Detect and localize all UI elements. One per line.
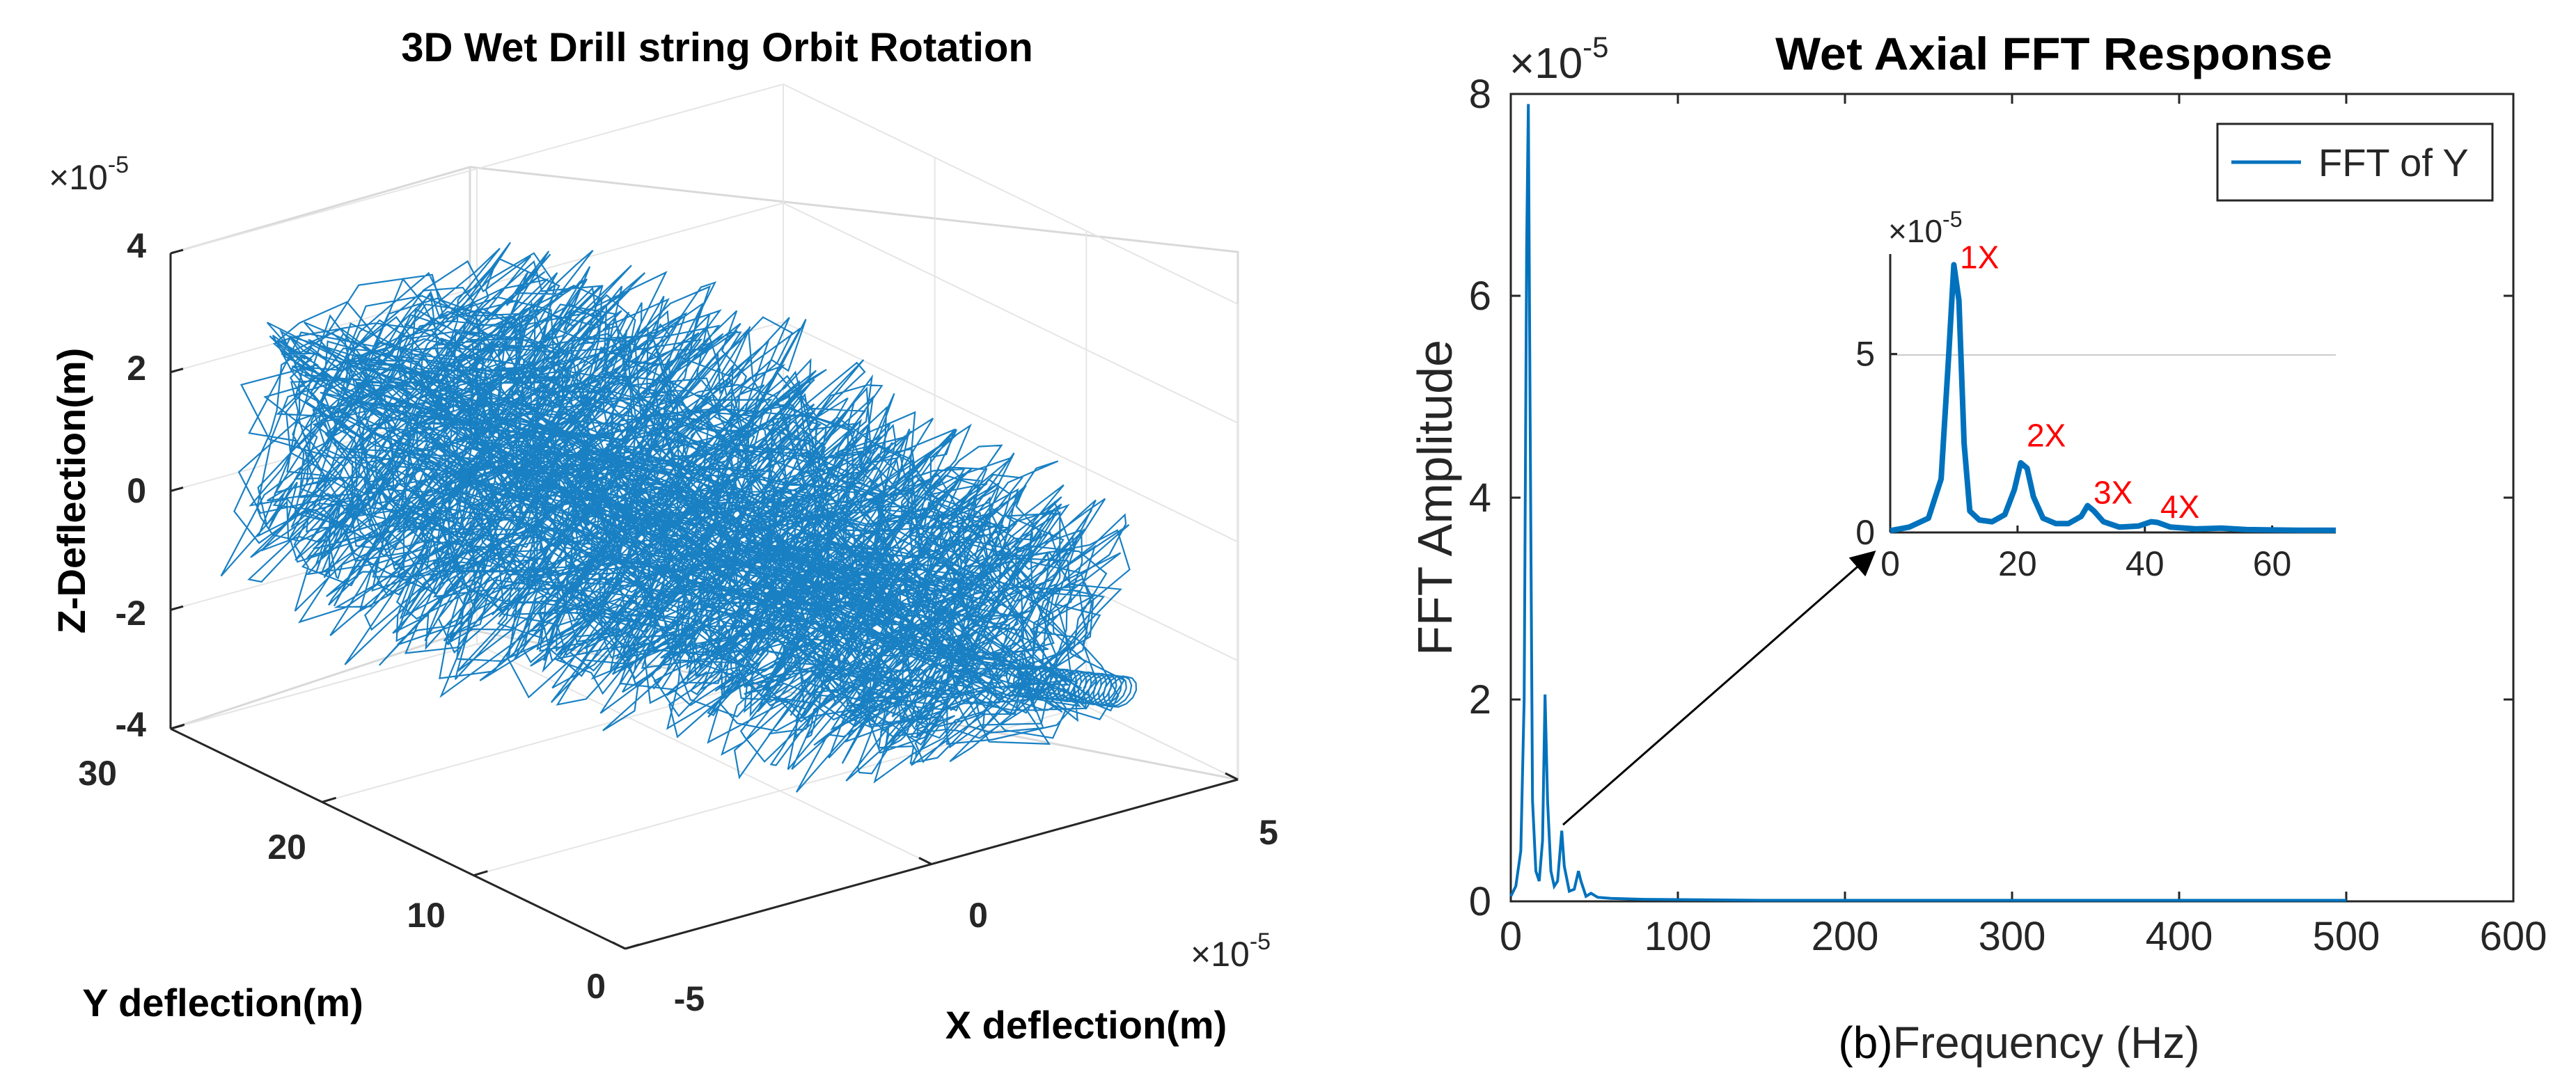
y-tick-label: 20	[267, 828, 306, 867]
fft-x-tick-label: 0	[1500, 914, 1522, 959]
fft-y-tick-label: 6	[1469, 274, 1491, 319]
fft-x-tick-label: 600	[2480, 914, 2547, 959]
inset-y-tick-labels: 05	[1855, 335, 1875, 552]
fft-y-tick-label: 2	[1469, 677, 1491, 722]
inset-series-line	[1890, 262, 2336, 534]
fft-y-exponent-power: -5	[1582, 31, 1608, 63]
fft-x-tick-label: 100	[1644, 914, 1712, 959]
fft-plot: Wet Axial FFT Response 0 100 200 300 400 500 6…	[1408, 28, 2547, 1068]
orbit-floor-grid	[170, 727, 1239, 950]
inset-annotations: 1X 2X 3X 4X	[1960, 239, 2199, 525]
inset-y-exponent-power: -5	[1942, 207, 1962, 232]
fft-series-line	[1509, 104, 2346, 902]
y-tick-mark	[625, 943, 640, 950]
inset-y-tick-label: 5	[1855, 335, 1875, 374]
z-tick-label: -2	[116, 594, 146, 633]
orbit-gridline	[476, 643, 932, 865]
fft-y-tick-label: 0	[1469, 879, 1491, 924]
z-tick-label: 0	[127, 471, 146, 510]
orbit-trajectory	[220, 242, 1138, 793]
x-tick-label: -5	[674, 979, 705, 1018]
z-tick-mark	[170, 367, 184, 374]
inset-x-tick-label: 60	[2253, 544, 2292, 583]
inset-x-tick-labels: 0 20 40 60	[1880, 544, 2291, 583]
fft-y-tick-labels: 0 2 4 6 8	[1469, 72, 1491, 924]
fft-x-tick-label: 200	[1812, 914, 1879, 959]
y-tick-label: 10	[407, 896, 446, 935]
zoom-arrow	[1562, 551, 1876, 826]
y-tick-mark	[170, 723, 185, 730]
fft-x-axis-title: Frequency (Hz)	[1893, 1018, 2200, 1068]
fft-x-tick-label: 400	[2146, 914, 2213, 959]
x-tick-mark	[612, 941, 626, 950]
z-exponent-label: ×10-5	[49, 152, 129, 197]
orbit-gridline	[783, 321, 1239, 543]
fft-y-axis-label: FFT Amplitude	[1408, 340, 1462, 656]
fft-y-tick-label: 8	[1469, 72, 1491, 117]
orbit-gridline	[783, 84, 1239, 305]
fft-x-tick-label: 300	[1979, 914, 2046, 959]
orbit-gridline	[783, 202, 1239, 424]
x-tick-label: 0	[968, 896, 988, 935]
fft-legend: FFT of Y	[2216, 122, 2494, 202]
y-axis-line	[170, 727, 626, 950]
inset-harmonic-label: 3X	[2094, 475, 2133, 511]
inset-y-tick-label: 0	[1855, 513, 1875, 552]
inset-x-tick-label: 0	[1880, 544, 1900, 583]
z-tick-label: 4	[127, 226, 146, 265]
y-tick-mark	[322, 796, 337, 803]
x-tick-label: 5	[1259, 813, 1278, 852]
z-tick-mark	[170, 487, 184, 492]
fft-y-exponent-label: ×10-5	[1509, 31, 1609, 88]
x-exponent-label: ×10-5	[1191, 928, 1271, 974]
orbit-plot-title: 3D Wet Drill string Orbit Rotation	[401, 25, 1033, 70]
z-tick-label: 2	[127, 349, 146, 388]
y-axis-label: Y deflection(m)	[82, 981, 363, 1025]
z-exponent-power: -5	[108, 152, 129, 178]
fft-x-axis-label: (b)Frequency (Hz)	[1838, 1018, 2199, 1068]
fft-caption-prefix: (b)	[1838, 1018, 1892, 1068]
inset-x-tick-label: 40	[2126, 544, 2165, 583]
fft-x-tick-label: 500	[2313, 914, 2380, 959]
y-tick-label: 30	[78, 754, 117, 793]
z-tick-mark	[170, 605, 184, 611]
inset-harmonic-label: 2X	[2027, 418, 2066, 454]
z-axis-label: Z-Deflection(m)	[49, 348, 93, 634]
fft-x-tick-labels: 0 100 200 300 400 500 600	[1500, 914, 2547, 959]
x-axis-label: X deflection(m)	[945, 1003, 1227, 1047]
x-tick-mark	[918, 857, 932, 865]
y-tick-mark	[473, 870, 488, 877]
orbit-series-line	[220, 242, 1138, 793]
orbit-tick-marks	[170, 248, 1239, 950]
y-tick-label: 0	[586, 967, 606, 1006]
fft-y-tick-label: 4	[1469, 475, 1491, 521]
inset-harmonic-label: 1X	[1960, 239, 1999, 275]
fft-plot-title: Wet Axial FFT Response	[1775, 28, 2332, 79]
inset-harmonic-label: 4X	[2160, 489, 2199, 525]
z-tick-label: -4	[116, 705, 147, 744]
orbit-3d-plot: 3D Wet Drill string Orbit Rotation 4 2 0…	[49, 25, 1278, 1047]
z-tick-mark	[170, 248, 184, 255]
legend-entry-fft-of-y: FFT of Y	[2318, 141, 2469, 184]
inset-y-exponent-label: ×10-5	[1888, 207, 1962, 249]
x-exponent-power: -5	[1250, 928, 1271, 955]
inset-x-tick-label: 20	[1998, 544, 2037, 583]
x-tick-mark	[1225, 772, 1239, 781]
